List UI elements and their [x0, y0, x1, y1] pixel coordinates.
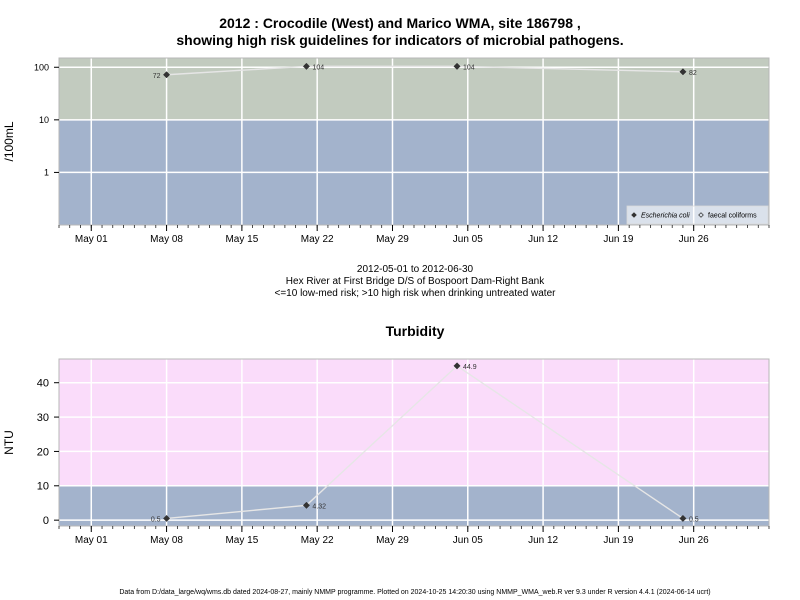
micro-xtick-label-5: Jun 05 [453, 234, 483, 245]
micro-ylabel: /100mL [2, 121, 16, 161]
micro-xtick-label-8: Jun 26 [679, 234, 709, 245]
micro-data-label-1: 104 [312, 64, 324, 71]
micro-ytick-label-2: 100 [34, 62, 49, 72]
micro-legend-label-0: Escherichia coli [641, 213, 690, 220]
micro-xtick-label-7: Jun 19 [603, 234, 633, 245]
caption-date-range: 2012-05-01 to 2012-06-30 [356, 264, 474, 275]
caption-site: Hex River at First Bridge D/S of Bospoor… [285, 276, 545, 287]
micro-xtick-label-4: May 29 [376, 234, 409, 245]
micro-point-1 [302, 62, 310, 70]
micro-chart-title-line1: 2012 : Crocodile (West) and Marico WMA, … [219, 15, 581, 31]
caption-risk-note: <=10 low-med risk; >10 high risk when dr… [274, 288, 556, 299]
micro-xtick-label-2: May 15 [225, 234, 258, 245]
micro-legend-marker-0 [631, 212, 637, 218]
micro-series-line [166, 65, 683, 76]
micro-point-2 [453, 62, 461, 70]
micro-legend-label-1: faecal coliforms [708, 213, 757, 220]
micro-point-0 [163, 71, 171, 79]
micro-xtick-label-0: May 01 [75, 234, 108, 245]
micro-legend-box [626, 205, 769, 225]
footer-note: Data from D:/data_large/wq/wms.db dated … [119, 589, 711, 596]
micro-data-label-2: 104 [463, 64, 475, 71]
micro-data-label-3: 82 [689, 70, 697, 77]
micro-ytick-label-0: 1 [44, 168, 49, 178]
micro-legend-marker-1 [698, 212, 704, 218]
micro-xtick-label-3: May 22 [301, 234, 334, 245]
micro-xtick-label-1: May 08 [150, 234, 183, 245]
micro-xtick-label-6: Jun 12 [528, 234, 558, 245]
micro-ytick-label-1: 10 [39, 115, 49, 125]
turbidity-chart-title: Turbidity [385, 323, 445, 339]
micro-point-3 [679, 68, 687, 76]
micro-chart-title-line2: showing high risk guidelines for indicat… [176, 32, 624, 48]
micro-band-1 [59, 58, 769, 120]
micro-data-label-0: 72 [153, 73, 161, 80]
